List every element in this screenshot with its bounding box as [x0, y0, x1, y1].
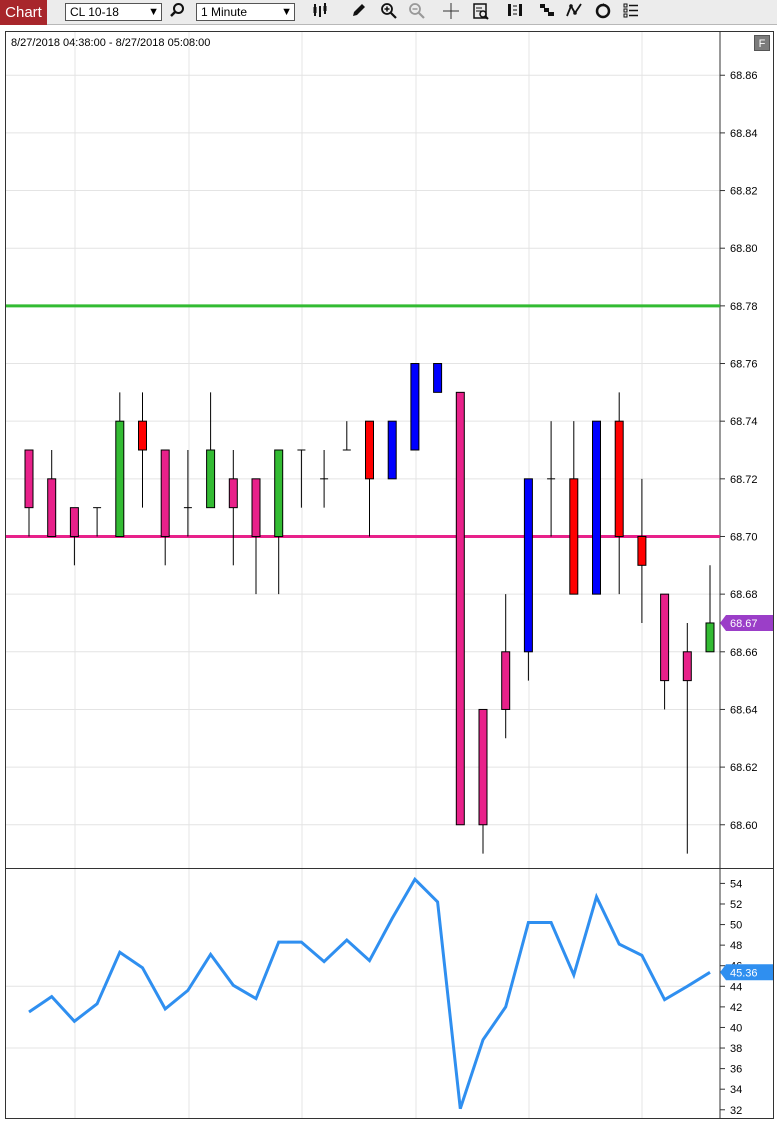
candle-body — [160, 449, 170, 537]
indicator-tick-label: 48 — [730, 940, 742, 952]
current-indicator-marker — [720, 964, 773, 981]
price-tick-label: 68.84 — [730, 128, 758, 140]
stair-icon[interactable] — [536, 2, 558, 23]
price-tick-label: 68.68 — [730, 589, 758, 601]
zoom-in-icon[interactable] — [378, 2, 400, 23]
current-price-marker — [720, 614, 773, 631]
price-tick-label: 68.60 — [730, 820, 758, 832]
price-tick-label: 68.64 — [730, 704, 758, 716]
candle-body — [433, 363, 443, 393]
candle-body — [206, 449, 216, 509]
search-icon[interactable] — [166, 2, 188, 23]
instrument-value: CL 10-18 — [70, 5, 119, 19]
candle-body — [138, 420, 147, 451]
candle-body — [523, 478, 533, 653]
strategy-icon[interactable] — [592, 2, 614, 23]
candle-body — [47, 478, 57, 537]
price-panel[interactable]: 68.86 68.84 68.82 68.80 68.78 68.76 68.74 68.72… — [5, 31, 774, 869]
bars-type-icon[interactable] — [310, 2, 332, 23]
indicator-icon[interactable] — [563, 2, 585, 23]
price-tick-label: 68.72 — [730, 474, 758, 486]
candle-body — [228, 478, 238, 509]
candle-body — [569, 478, 579, 595]
indicator-tick-label: 52 — [730, 899, 742, 911]
indicator-tick-label: 34 — [730, 1084, 742, 1096]
candle-body — [705, 622, 715, 653]
candle-body — [501, 651, 511, 710]
candle-body — [410, 363, 420, 451]
indicator-panel[interactable]: 54525048464442403836343245.36 — [5, 868, 774, 1119]
candle-body — [478, 708, 488, 826]
indicator-tick-label: 36 — [730, 1064, 742, 1076]
candle-body — [660, 593, 670, 682]
indicator-tick-label: 32 — [730, 1105, 742, 1117]
f-button[interactable]: F — [754, 35, 770, 51]
price-tick-label: 68.74 — [730, 416, 758, 428]
indicator-tick-label: 54 — [730, 878, 742, 890]
candle-body — [637, 535, 647, 566]
price-tick-label: 68.86 — [730, 70, 758, 82]
chart-tab[interactable]: Chart — [0, 0, 47, 25]
interval-selector[interactable]: 1 Minute ▼ — [196, 3, 295, 21]
interval-value: 1 Minute — [201, 5, 248, 19]
candle-body — [455, 391, 465, 826]
chevron-down-icon: ▼ — [281, 6, 292, 18]
price-tick-label: 68.82 — [730, 186, 758, 198]
indicator-tick-label: 50 — [730, 920, 742, 932]
price-chart-svg: 68.86 68.84 68.82 68.80 68.78 68.76 68.74 68.72… — [6, 32, 773, 868]
candle-body — [614, 420, 624, 537]
indicator-chart-svg: 54525048464442403836343245.36 — [6, 869, 773, 1118]
zoom-out-icon[interactable] — [406, 2, 428, 23]
chevron-down-icon: ▼ — [148, 6, 159, 18]
current-price-label: 68.67 — [730, 618, 758, 630]
properties-icon[interactable] — [620, 2, 642, 23]
instrument-selector[interactable]: CL 10-18 ▼ — [65, 3, 162, 21]
candle-body — [592, 420, 601, 595]
bar-spacing-icon[interactable] — [504, 2, 526, 23]
candle-body — [24, 449, 34, 509]
candle-body — [682, 651, 692, 682]
indicator-tick-label: 40 — [730, 1022, 742, 1034]
candle-body — [115, 420, 125, 537]
indicator-line — [28, 876, 711, 1110]
chart-toolbar: Chart CL 10-18 ▼ 1 Minute ▼ — [0, 0, 777, 25]
candle-body — [387, 420, 397, 480]
price-tick-label: 68.76 — [730, 359, 758, 371]
indicator-tick-label: 44 — [730, 981, 742, 993]
price-tick-label: 68.80 — [730, 243, 758, 255]
indicator-tick-label: 38 — [730, 1043, 742, 1055]
data-box-icon[interactable] — [470, 2, 492, 23]
price-tick-label: 68.62 — [730, 762, 758, 774]
crosshair-icon[interactable] — [440, 2, 462, 23]
date-range-label: 8/27/2018 04:38:00 - 8/27/2018 05:08:00 — [11, 37, 211, 49]
candle-body — [251, 478, 261, 537]
candle-body — [274, 449, 284, 537]
candle-body — [69, 507, 79, 537]
current-indicator-label: 45.36 — [730, 967, 758, 979]
draw-pencil-icon[interactable] — [348, 2, 370, 23]
price-tick-label: 68.70 — [730, 531, 758, 543]
indicator-tick-label: 42 — [730, 1002, 742, 1014]
candle-body — [365, 420, 374, 480]
price-tick-label: 68.78 — [730, 301, 758, 313]
price-tick-label: 68.66 — [730, 647, 758, 659]
